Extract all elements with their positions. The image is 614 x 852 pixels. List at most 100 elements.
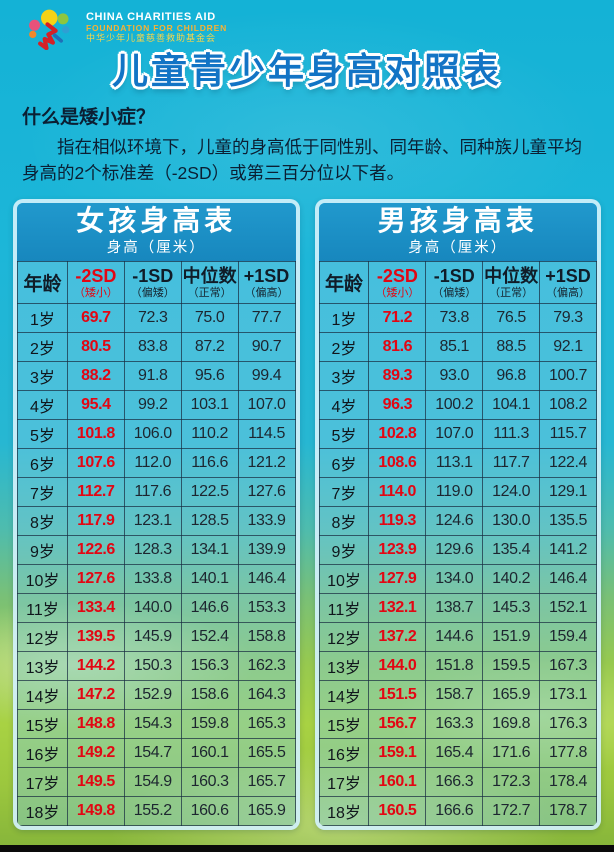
- age-cell: 1岁: [318, 303, 370, 334]
- height-value-cell: 122.4: [539, 448, 597, 479]
- height-value-cell: 147.2: [66, 680, 125, 711]
- height-value-cell: 88.2: [66, 361, 125, 392]
- height-value-cell: 160.1: [180, 738, 239, 769]
- height-value-cell: 91.8: [123, 361, 182, 392]
- girls-table-subtitle: 身高（厘米）: [106, 240, 206, 257]
- boys-height-table: 男孩身高表 身高（厘米） 年龄 -2SD （矮小） -1SD （偏矮）: [314, 198, 601, 831]
- logo-line3: 中华少年儿童慈善救助基金会: [86, 33, 217, 44]
- height-value-cell: 89.3: [368, 361, 427, 392]
- age-cell: 13岁: [17, 651, 68, 682]
- girls-table-grid: 年龄 -2SD （矮小） -1SD （偏矮） 中位数 （正常）: [17, 261, 296, 827]
- height-value-cell: 135.5: [539, 506, 597, 537]
- height-value-cell: 177.8: [539, 738, 597, 769]
- height-value-cell: 144.2: [66, 651, 125, 682]
- height-value-cell: 127.6: [237, 477, 296, 508]
- height-value-cell: 90.7: [237, 332, 296, 363]
- height-value-cell: 88.5: [482, 332, 541, 363]
- height-value-cell: 139.9: [237, 535, 296, 566]
- table-row: 17岁 149.5 154.9 160.3 165.7: [17, 767, 296, 798]
- height-value-cell: 140.0: [123, 593, 182, 624]
- height-value-cell: 107.0: [237, 390, 296, 421]
- col-header-age: 年龄: [318, 261, 370, 305]
- table-row: 11岁 133.4 140.0 146.6 153.3: [17, 593, 296, 624]
- header-row: 年龄 -2SD （矮小） -1SD （偏矮） 中位数 （正常）: [318, 261, 597, 305]
- table-row: 9岁 123.9 129.6 135.4 141.2: [318, 535, 597, 566]
- height-value-cell: 165.3: [237, 709, 296, 740]
- table-row: 3岁 89.3 93.0 96.8 100.7: [318, 361, 597, 392]
- height-value-cell: 148.8: [66, 709, 125, 740]
- age-cell: 2岁: [318, 332, 370, 363]
- page-title: 儿童青少年身高对照表: [111, 50, 502, 91]
- table-row: 18岁 160.5 166.6 172.7 178.7: [318, 796, 597, 827]
- height-value-cell: 164.3: [237, 680, 296, 711]
- age-cell: 13岁: [318, 651, 370, 682]
- height-value-cell: 140.1: [180, 564, 239, 595]
- height-value-cell: 117.6: [123, 477, 182, 508]
- col-header-plus1sd: +1SD （偏高）: [539, 261, 597, 305]
- height-value-cell: 69.7: [66, 303, 125, 334]
- height-value-cell: 71.2: [368, 303, 427, 334]
- age-cell: 15岁: [318, 709, 370, 740]
- age-cell: 12岁: [318, 622, 370, 653]
- table-row: 14岁 147.2 152.9 158.6 164.3: [17, 680, 296, 711]
- height-value-cell: 113.1: [425, 448, 484, 479]
- table-row: 7岁 114.0 119.0 124.0 129.1: [318, 477, 597, 508]
- age-cell: 14岁: [17, 680, 68, 711]
- height-value-cell: 87.2: [180, 332, 239, 363]
- table-row: 2岁 80.5 83.8 87.2 90.7: [17, 332, 296, 363]
- height-value-cell: 134.0: [425, 564, 484, 595]
- intro-section: 什么是矮小症？ 指在相似环境下，儿童的身高低于同性别、同年龄、同种族儿童平均身高…: [22, 102, 592, 187]
- table-row: 4岁 96.3 100.2 104.1 108.2: [318, 390, 597, 421]
- height-value-cell: 154.3: [123, 709, 182, 740]
- charity-logo-icon: [29, 9, 70, 50]
- age-cell: 1岁: [17, 303, 68, 334]
- table-row: 16岁 149.2 154.7 160.1 165.5: [17, 738, 296, 769]
- height-value-cell: 146.4: [237, 564, 296, 595]
- table-row: 13岁 144.0 151.8 159.5 167.3: [318, 651, 597, 682]
- age-cell: 16岁: [318, 738, 370, 769]
- height-value-cell: 127.9: [368, 564, 427, 595]
- col-header-minus1sd: -1SD （偏矮）: [425, 261, 484, 305]
- age-cell: 16岁: [17, 738, 68, 769]
- height-value-cell: 124.6: [425, 506, 484, 537]
- height-value-cell: 96.8: [482, 361, 541, 392]
- height-value-cell: 127.6: [66, 564, 125, 595]
- height-value-cell: 108.2: [539, 390, 597, 421]
- height-value-cell: 114.5: [237, 419, 296, 450]
- height-value-cell: 115.7: [539, 419, 597, 450]
- height-value-cell: 151.9: [482, 622, 541, 653]
- table-row: 11岁 132.1 138.7 145.3 152.1: [318, 593, 597, 624]
- height-value-cell: 75.0: [180, 303, 239, 334]
- table-row: 6岁 108.6 113.1 117.7 122.4: [318, 448, 597, 479]
- height-value-cell: 165.7: [237, 767, 296, 798]
- intro-body: 指在相似环境下，儿童的身高低于同性别、同年龄、同种族儿童平均身高的2个标准差（-…: [22, 137, 582, 184]
- table-row: 7岁 112.7 117.6 122.5 127.6: [17, 477, 296, 508]
- col-header-age: 年龄: [17, 261, 68, 305]
- height-value-cell: 76.5: [482, 303, 541, 334]
- height-value-cell: 129.6: [425, 535, 484, 566]
- girls-table-title-bar: 女孩身高表 身高（厘米）: [17, 202, 296, 262]
- height-value-cell: 114.0: [368, 477, 427, 508]
- height-value-cell: 144.6: [425, 622, 484, 653]
- height-value-cell: 104.1: [482, 390, 541, 421]
- table-row: 10岁 127.6 133.8 140.1 146.4: [17, 564, 296, 595]
- org-logo: CHINA CHARITIES AID FOUNDATION FOR CHILD…: [0, 0, 614, 50]
- intro-heading: 什么是矮小症？: [22, 107, 156, 128]
- height-value-cell: 166.3: [425, 767, 484, 798]
- table-row: 17岁 160.1 166.3 172.3 178.4: [318, 767, 597, 798]
- height-value-cell: 128.3: [123, 535, 182, 566]
- height-value-cell: 158.8: [237, 622, 296, 653]
- height-value-cell: 85.1: [425, 332, 484, 363]
- table-row: 5岁 102.8 107.0 111.3 115.7: [318, 419, 597, 450]
- height-value-cell: 92.1: [539, 332, 597, 363]
- height-value-cell: 80.5: [66, 332, 125, 363]
- table-row: 1岁 69.7 72.3 75.0 77.7: [17, 303, 296, 334]
- height-value-cell: 123.1: [123, 506, 182, 537]
- age-cell: 8岁: [318, 506, 370, 537]
- table-row: 14岁 151.5 158.7 165.9 173.1: [318, 680, 597, 711]
- age-cell: 10岁: [17, 564, 68, 595]
- col-header-minus2sd: -2SD （矮小）: [368, 261, 427, 305]
- height-value-cell: 121.2: [237, 448, 296, 479]
- height-value-cell: 146.4: [539, 564, 597, 595]
